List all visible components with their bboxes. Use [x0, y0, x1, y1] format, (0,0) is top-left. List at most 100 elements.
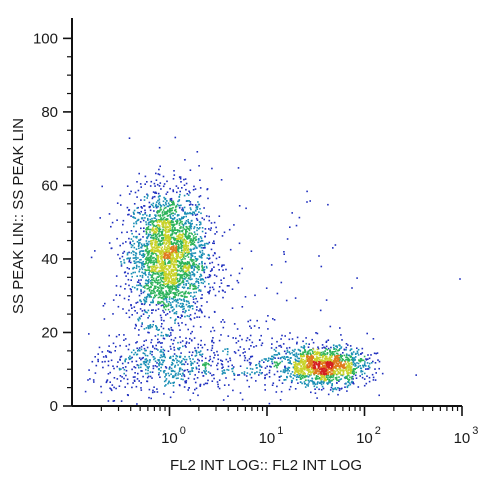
data-point: [290, 376, 292, 378]
data-point: [340, 347, 342, 349]
data-point: [204, 242, 206, 245]
data-point: [347, 368, 350, 370]
data-point: [164, 297, 166, 300]
data-point: [152, 266, 155, 268]
data-point: [176, 218, 178, 221]
data-point: [169, 302, 172, 304]
data-point: [300, 358, 303, 361]
data-point: [190, 242, 192, 244]
data-point: [141, 207, 143, 209]
data-point: [166, 285, 168, 287]
data-point: [356, 277, 358, 279]
data-point: [299, 352, 302, 355]
data-point: [169, 382, 172, 384]
data-point: [220, 282, 223, 284]
data-point: [290, 379, 293, 382]
data-point: [157, 270, 160, 273]
data-point: [164, 293, 166, 295]
data-point: [130, 357, 132, 359]
data-point: [191, 222, 193, 225]
data-point: [157, 203, 160, 205]
data-point: [170, 204, 173, 206]
data-point: [177, 239, 179, 242]
data-point: [165, 268, 168, 271]
data-point: [151, 259, 153, 262]
data-point: [173, 269, 176, 271]
data-point: [331, 383, 333, 385]
data-point: [158, 292, 160, 294]
data-point: [145, 279, 148, 281]
data-point: [178, 274, 180, 276]
data-point: [127, 213, 129, 216]
data-point: [293, 361, 295, 364]
data-point: [287, 356, 289, 359]
data-point: [173, 232, 176, 234]
data-point: [135, 256, 137, 259]
data-point: [158, 364, 160, 367]
data-point: [169, 248, 172, 251]
data-point: [250, 345, 252, 347]
data-point: [150, 292, 153, 295]
data-point: [195, 210, 197, 212]
data-point: [179, 218, 181, 221]
data-point: [156, 254, 158, 257]
data-point: [113, 377, 116, 379]
data-point: [143, 347, 146, 350]
data-point: [273, 348, 276, 351]
data-point: [206, 257, 209, 259]
data-point: [177, 236, 180, 238]
data-point: [352, 371, 354, 373]
data-point: [150, 341, 152, 344]
data-point: [174, 227, 176, 230]
data-point: [189, 201, 192, 203]
data-point: [168, 335, 171, 337]
data-point: [184, 261, 186, 264]
data-point: [160, 252, 163, 254]
data-point: [151, 250, 153, 252]
data-point: [255, 380, 257, 382]
data-point: [101, 361, 104, 363]
data-point: [167, 274, 169, 277]
data-point: [245, 375, 248, 377]
data-point: [176, 222, 178, 224]
data-point: [144, 209, 146, 212]
data-point: [163, 272, 166, 274]
data-point: [178, 284, 181, 286]
data-point: [180, 218, 183, 220]
data-point: [140, 325, 143, 328]
data-point: [182, 262, 185, 265]
data-point: [179, 367, 182, 370]
data-point: [170, 233, 172, 236]
data-point: [331, 376, 333, 378]
data-point: [204, 276, 207, 279]
data-point: [165, 314, 167, 316]
data-point: [176, 248, 179, 251]
data-point: [186, 193, 189, 195]
data-point: [170, 276, 172, 278]
data-point: [338, 365, 340, 368]
data-point: [187, 252, 190, 255]
data-point: [190, 225, 193, 228]
data-point: [348, 362, 350, 365]
data-point: [200, 243, 203, 246]
data-point: [186, 300, 188, 303]
data-point: [347, 371, 349, 373]
data-point: [124, 386, 126, 388]
data-point: [155, 294, 158, 296]
data-point: [181, 373, 184, 375]
data-point: [186, 280, 189, 282]
data-point: [147, 369, 149, 372]
data-point: [193, 241, 196, 244]
data-point: [187, 267, 190, 270]
data-point: [185, 182, 188, 185]
data-point: [167, 304, 170, 306]
data-point: [175, 232, 177, 234]
data-point: [186, 263, 189, 266]
data-point: [173, 279, 175, 281]
data-point: [191, 354, 193, 357]
data-point: [185, 245, 187, 247]
data-point: [329, 376, 331, 378]
data-point: [130, 243, 133, 246]
data-point: [182, 279, 184, 282]
data-point: [352, 382, 355, 385]
